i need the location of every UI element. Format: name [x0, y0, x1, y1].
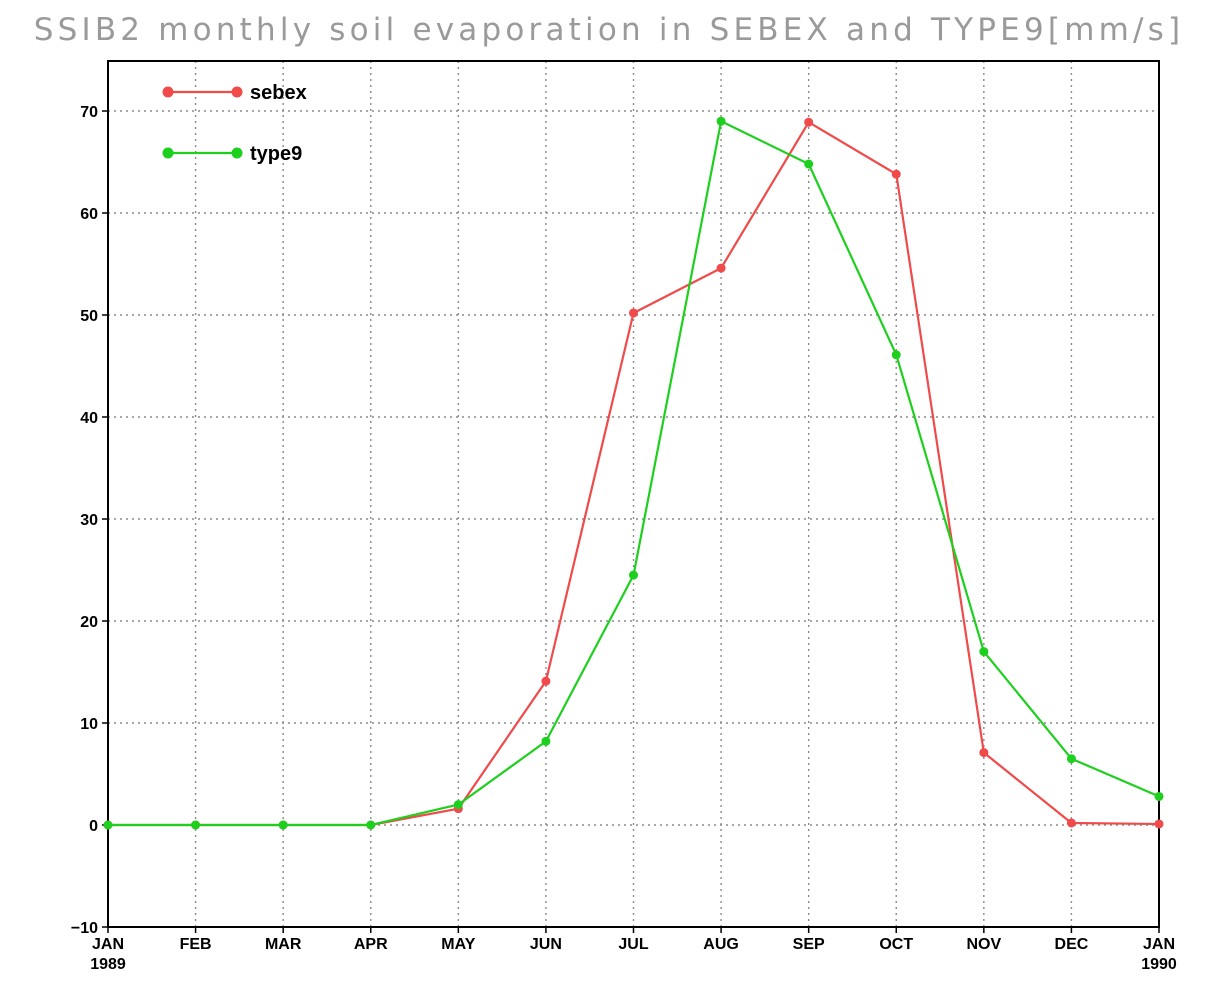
x-tick-label: DEC	[1055, 936, 1089, 953]
legend-marker-type9	[162, 147, 174, 159]
y-tick-label: 10	[80, 716, 98, 733]
y-tick-label: 20	[80, 614, 98, 631]
point-type9	[191, 820, 201, 830]
x-tick-label: MAR	[265, 936, 302, 953]
y-tick-label: 0	[89, 818, 98, 835]
point-type9	[1154, 791, 1164, 801]
point-sebex	[1154, 819, 1164, 829]
series-line-sebex	[108, 121, 1160, 827]
point-sebex	[716, 263, 726, 273]
x-tick-label: JUL	[618, 936, 648, 953]
x-tick-label: JUN	[530, 936, 562, 953]
plot-frame	[107, 60, 1160, 928]
legend-marker-type9	[231, 147, 243, 159]
point-type9	[979, 647, 989, 657]
chart-title: SSIB2 monthly soil evaporation in SEBEX …	[33, 12, 1185, 48]
legend-marker-sebex	[162, 86, 174, 98]
x-tick-label: AUG	[703, 936, 739, 953]
y-tick-label: 40	[80, 410, 98, 427]
point-sebex	[1066, 818, 1076, 828]
y-tick-label: 30	[80, 512, 98, 529]
point-type9	[541, 736, 551, 746]
x-tick-year-label: 1990	[1141, 956, 1177, 973]
x-tick-label: APR	[354, 936, 388, 953]
point-type9	[103, 820, 113, 830]
x-tick-label: FEB	[180, 936, 212, 953]
point-type9	[1066, 754, 1076, 764]
point-type9	[278, 820, 288, 830]
x-tick-label: JAN	[92, 936, 124, 953]
point-sebex	[541, 676, 551, 686]
series-line-type9	[108, 120, 1160, 827]
point-sebex	[804, 117, 814, 127]
point-sebex	[629, 308, 638, 318]
point-sebex	[979, 748, 989, 758]
x-tick-label: MAY	[441, 936, 475, 953]
x-tick-year-label: 1989	[90, 956, 126, 973]
point-type9	[716, 116, 726, 126]
legend-label-type9: type9	[250, 143, 302, 165]
x-tick-label: OCT	[879, 936, 913, 953]
x-tick-label: SEP	[793, 936, 825, 953]
point-type9	[891, 350, 901, 360]
axes: −10 0 10 20 30 40 50 60 70 JAN 1989 FEB MAR APR MAY JUN…	[71, 60, 1177, 973]
grid-lines	[108, 61, 1159, 927]
y-tick-label: 50	[80, 308, 98, 325]
series-lines	[103, 116, 1164, 830]
y-tick-label: −10	[71, 920, 98, 937]
point-sebex	[891, 169, 901, 179]
x-tick-label: JAN	[1143, 936, 1175, 953]
legend-label-sebex: sebex	[250, 82, 307, 104]
point-type9	[453, 800, 463, 810]
x-tick-label: NOV	[966, 936, 1001, 953]
legend-marker-sebex	[231, 86, 243, 98]
legend: sebex type9	[162, 82, 307, 165]
point-type9	[629, 570, 638, 580]
point-type9	[366, 820, 376, 830]
y-tick-label: 60	[80, 206, 98, 223]
y-tick-label: 70	[80, 104, 98, 121]
point-type9	[804, 159, 814, 169]
